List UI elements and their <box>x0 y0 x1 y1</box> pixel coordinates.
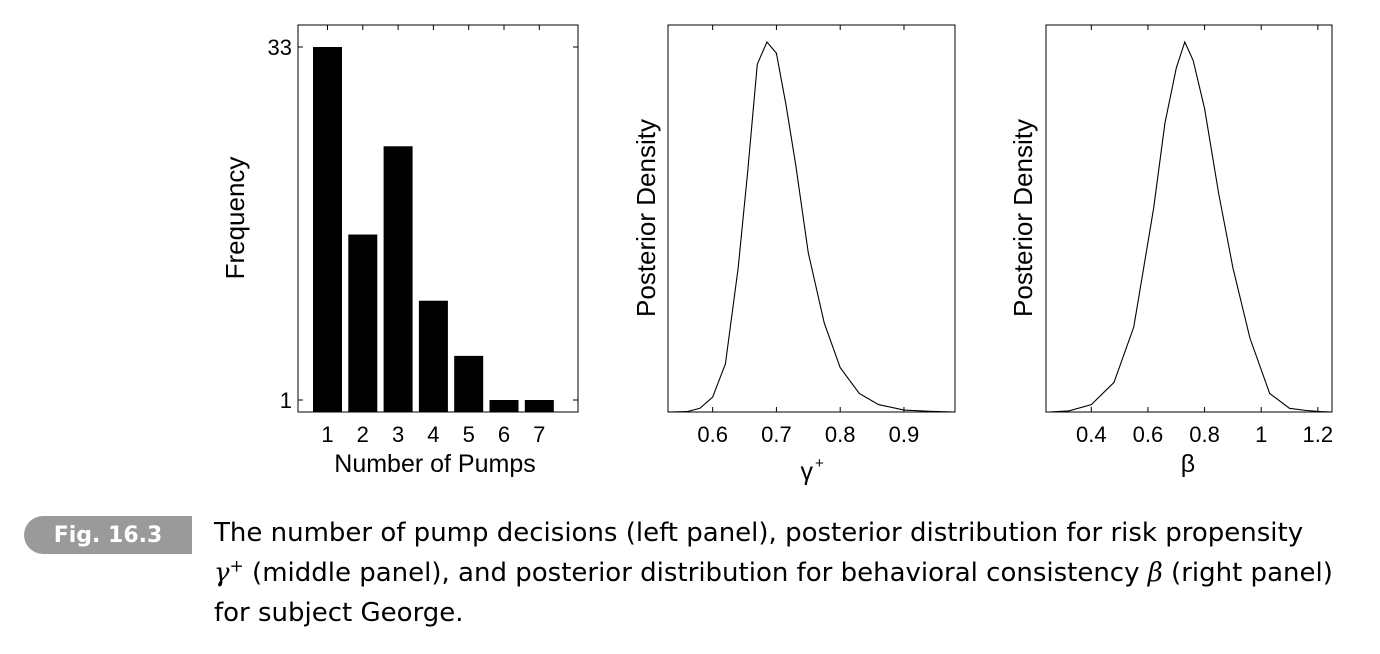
caption-text-3: (right panel) for subject George. <box>214 558 1333 628</box>
left-x-axis-label: Number of Pumps <box>334 450 535 478</box>
bar <box>383 146 413 412</box>
middle-plot-frame <box>667 24 956 413</box>
x-tick-label: 2 <box>357 422 369 447</box>
x-tick-label: 1.2 <box>1303 422 1334 447</box>
right-panel: 0.4 0.6 0.8 1 1.2 β Posterior Density <box>1008 24 1333 478</box>
x-tick-label: 3 <box>392 422 404 447</box>
x-tick-label: 7 <box>533 422 545 447</box>
x-tick-label: 0.4 <box>1076 422 1107 447</box>
caption-gamma-symbol: γ <box>214 558 230 588</box>
x-tick-label: 1 <box>321 422 333 447</box>
caption-beta-symbol: β <box>1147 558 1163 588</box>
bar <box>489 400 519 412</box>
middle-panel: 0.6 0.7 0.8 0.9 γ + Posterior Density <box>631 24 956 486</box>
x-tick-label: 0.6 <box>697 422 728 447</box>
right-plot-frame <box>1045 24 1333 413</box>
middle-x-axis-label: γ <box>801 458 814 486</box>
middle-x-axis-symbol: γ <box>801 458 814 486</box>
bar <box>313 47 342 412</box>
bar <box>418 300 448 412</box>
left-y-axis-label: Frequency <box>220 157 250 280</box>
bar <box>524 400 554 412</box>
caption-gamma-sup: + <box>229 556 244 577</box>
figure-caption: The number of pump decisions (left panel… <box>214 513 1354 633</box>
middle-y-axis-label: Posterior Density <box>631 119 661 317</box>
x-tick-label: 0.7 <box>761 422 792 447</box>
left-bars <box>313 47 554 412</box>
middle-x-ticks: 0.6 0.7 0.8 0.9 <box>697 25 919 447</box>
figure-number-badge: Fig. 16.3 <box>24 516 192 554</box>
caption-text-1: The number of pump decisions (left panel… <box>214 518 1304 548</box>
x-tick-label: 0.6 <box>1133 422 1164 447</box>
right-density-curve <box>1048 40 1333 413</box>
x-tick-label: 6 <box>498 422 510 447</box>
right-x-ticks: 0.4 0.6 0.8 1 1.2 <box>1076 25 1333 447</box>
y-tick-label: 1 <box>280 388 292 413</box>
middle-density-curve <box>667 40 956 413</box>
x-tick-label: 0.8 <box>1189 422 1220 447</box>
left-y-ticks: 1 33 <box>268 35 578 413</box>
bar <box>348 234 378 412</box>
right-y-axis-label: Posterior Density <box>1008 119 1038 317</box>
x-tick-label: 5 <box>463 422 475 447</box>
caption-text-2: (middle panel), and posterior distributi… <box>243 558 1148 588</box>
x-tick-label: 4 <box>427 422 439 447</box>
bar <box>454 355 484 412</box>
right-x-axis-label: β <box>1181 450 1195 478</box>
x-tick-label: 0.9 <box>889 422 920 447</box>
y-tick-label: 33 <box>268 35 292 60</box>
x-tick-label: 0.8 <box>825 422 856 447</box>
x-tick-label: 1 <box>1255 422 1267 447</box>
middle-x-axis-label-sup: + <box>815 455 824 472</box>
